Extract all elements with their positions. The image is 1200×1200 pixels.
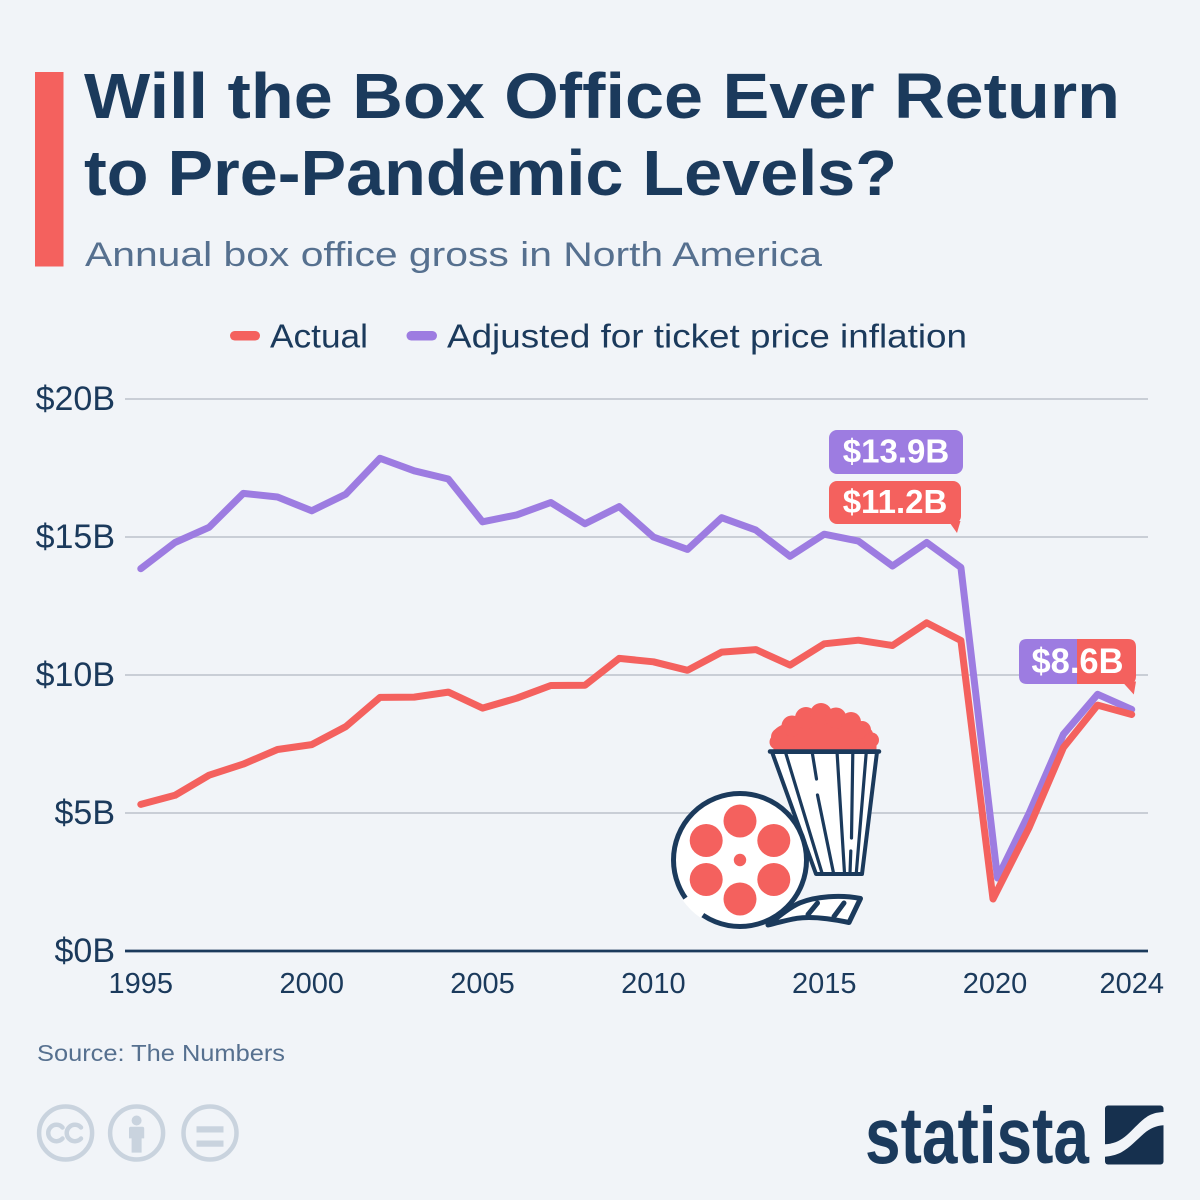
svg-text:2000: 2000: [279, 968, 344, 1000]
svg-text:$10B: $10B: [36, 656, 115, 694]
svg-text:1995: 1995: [109, 968, 174, 1000]
svg-text:$20B: $20B: [36, 380, 115, 418]
svg-text:2005: 2005: [450, 968, 515, 1000]
svg-text:$11.2B: $11.2B: [843, 483, 948, 520]
svg-text:statista: statista: [865, 1091, 1089, 1180]
svg-text:$0B: $0B: [55, 932, 116, 970]
svg-text:$5B: $5B: [55, 794, 116, 832]
svg-text:Adjusted for ticket price infl: Adjusted for ticket price inflation: [447, 318, 967, 355]
svg-text:$8.6B: $8.6B: [1032, 642, 1124, 681]
svg-text:Annual box office gross in Nor: Annual box office gross in North America: [85, 236, 822, 274]
svg-text:to Pre-Pandemic Levels?: to Pre-Pandemic Levels?: [84, 137, 897, 209]
svg-text:2020: 2020: [963, 968, 1028, 1000]
svg-text:Actual: Actual: [270, 318, 368, 355]
svg-text:2015: 2015: [792, 968, 857, 1000]
svg-text:2024: 2024: [1099, 968, 1164, 1000]
svg-text:2010: 2010: [621, 968, 686, 1000]
svg-text:$15B: $15B: [36, 518, 115, 556]
svg-text:Will the Box Office Ever Retur: Will the Box Office Ever Return: [84, 60, 1120, 132]
svg-text:Source: The Numbers: Source: The Numbers: [37, 1040, 285, 1066]
svg-text:$13.9B: $13.9B: [843, 433, 949, 470]
